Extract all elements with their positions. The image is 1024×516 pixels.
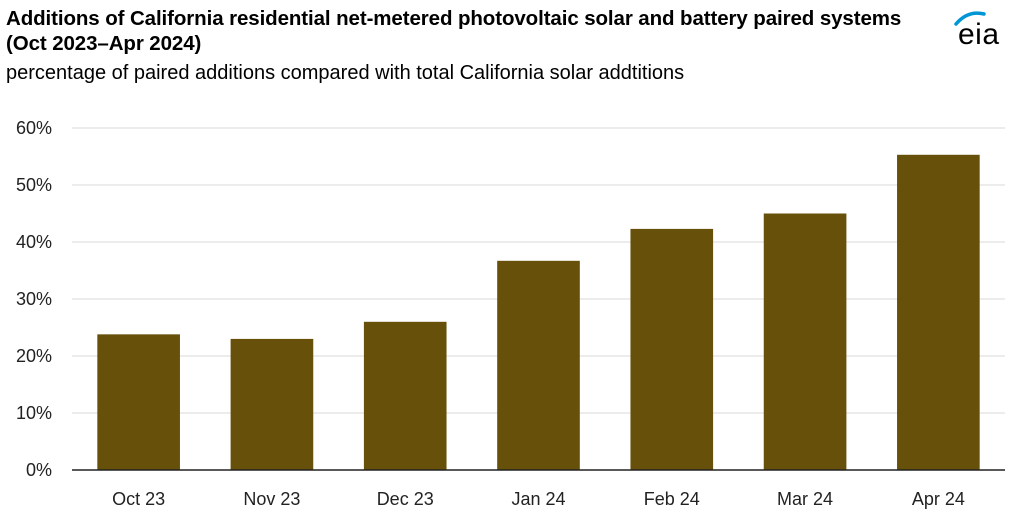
bar-dec-23 xyxy=(363,321,447,470)
x-tick-label: Apr 24 xyxy=(912,489,965,509)
x-tick-labels: Oct 23 Nov 23 Dec 23 Jan 24 Feb 24 Mar 24 Apr … xyxy=(112,489,965,509)
bar-feb-24 xyxy=(630,228,714,470)
bar-nov-23 xyxy=(230,338,314,470)
y-tick-label: 40% xyxy=(16,232,52,252)
y-tick-label: 50% xyxy=(16,175,52,195)
x-tick-label: Jan 24 xyxy=(511,489,565,509)
y-tick-label: 20% xyxy=(16,346,52,366)
bar-mar-24 xyxy=(763,213,847,470)
y-tick-label: 10% xyxy=(16,403,52,423)
grid-layer xyxy=(72,127,1005,414)
eia-logo: eia xyxy=(950,8,1014,52)
x-tick-label: Nov 23 xyxy=(243,489,300,509)
x-tick-label: Mar 24 xyxy=(777,489,833,509)
y-tick-label: 60% xyxy=(16,118,52,138)
chart-title: Additions of California residential net-… xyxy=(6,7,902,55)
bar-layer xyxy=(97,154,980,471)
bar-oct-23 xyxy=(97,334,180,470)
y-tick-label: 30% xyxy=(16,289,52,309)
x-tick-label: Oct 23 xyxy=(112,489,165,509)
y-tick-label: 0% xyxy=(26,460,52,480)
y-tick-labels: 0% 10% 20% 30% 40% 50% 60% xyxy=(16,118,52,480)
eia-logo-arc-icon xyxy=(954,11,986,26)
bar-apr-24 xyxy=(897,154,980,471)
bar-jan-24 xyxy=(497,260,580,470)
x-tick-label: Feb 24 xyxy=(644,489,700,509)
chart-subtitle: percentage of paired additions compared … xyxy=(6,62,685,84)
x-tick-label: Dec 23 xyxy=(377,489,434,509)
eia-logo-text: eia xyxy=(958,18,1000,51)
